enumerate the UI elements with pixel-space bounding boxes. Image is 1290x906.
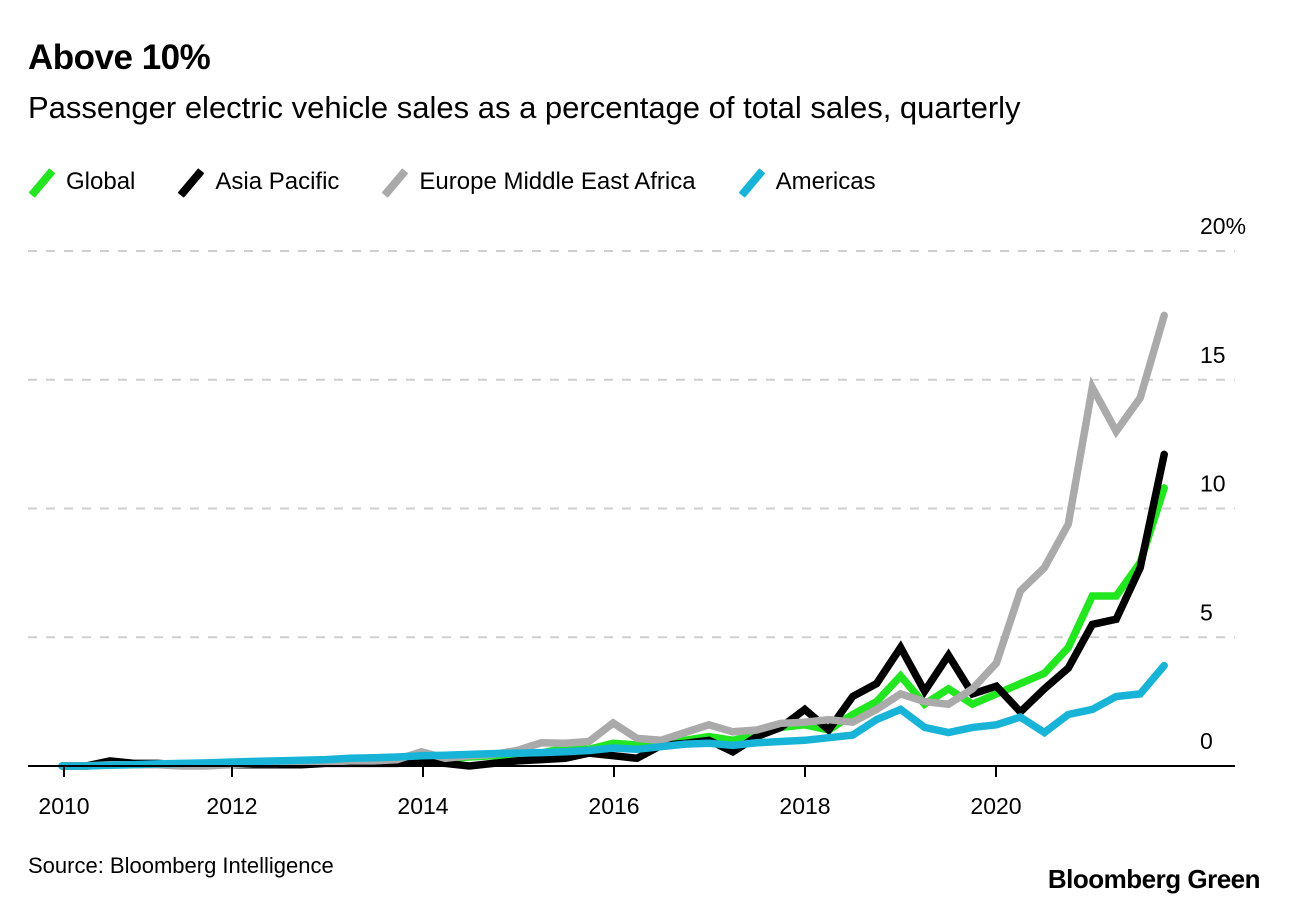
source-note: Source: Bloomberg Intelligence xyxy=(28,853,334,878)
legend-item-emea: Europe Middle East Africa xyxy=(381,168,695,196)
x-tick-label: 2020 xyxy=(970,793,1021,819)
brand-logo: Bloomberg Green xyxy=(1047,864,1261,894)
x-tick-label: 2016 xyxy=(588,793,639,819)
y-tick-label: 5 xyxy=(1200,599,1213,625)
legend-item-americas: Americas xyxy=(738,168,876,196)
y-tick-label: 10 xyxy=(1200,471,1226,497)
y-tick-label: 15 xyxy=(1200,342,1226,368)
legend-label: Europe Middle East Africa xyxy=(419,168,696,195)
legend: Global Asia Pacific Europe Middle East A… xyxy=(28,168,918,196)
series-line-europe-middle-east-africa xyxy=(58,311,1168,770)
legend-item-global: Global xyxy=(28,168,135,196)
x-tick-label: 2014 xyxy=(397,793,448,819)
x-tick-label: 2018 xyxy=(779,793,830,819)
legend-label: Global xyxy=(66,168,136,195)
legend-label: Americas xyxy=(775,168,876,195)
legend-label: Asia Pacific xyxy=(215,168,340,195)
chart-title: Above 10% xyxy=(28,38,211,77)
y-tick-label: 0 xyxy=(1200,728,1213,754)
y-tick-label: 20% xyxy=(1200,213,1246,239)
legend-item-asia-pacific: Asia Pacific xyxy=(177,168,339,196)
series-line-americas xyxy=(58,661,1168,770)
x-tick-label: 2010 xyxy=(38,793,89,819)
x-tick-label: 2012 xyxy=(206,793,257,819)
chart-subtitle: Passenger electric vehicle sales as a pe… xyxy=(28,90,1021,125)
